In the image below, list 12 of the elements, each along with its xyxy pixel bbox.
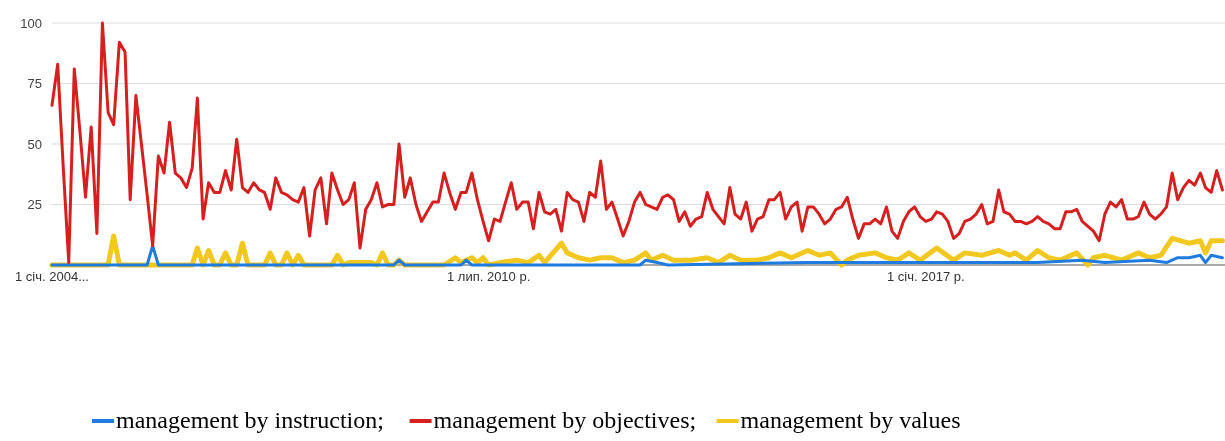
y-tick-label: 50	[27, 136, 42, 152]
legend-label: management by values	[740, 407, 961, 433]
legend-label: management by objectives;	[433, 407, 697, 433]
line-series	[50, 244, 1224, 267]
legend-label: management by instruction;	[116, 407, 384, 433]
y-tick-label: 100	[20, 15, 42, 31]
x-tick-label: 1 лип. 2010 р.	[446, 269, 531, 284]
line-series	[50, 21, 1224, 265]
x-tick-label: 1 січ. 2017 р.	[887, 269, 965, 284]
y-tick-label: 75	[27, 76, 42, 92]
y-tick-label: 25	[27, 197, 42, 213]
x-tick-label: 1 січ. 2004...	[15, 269, 89, 284]
